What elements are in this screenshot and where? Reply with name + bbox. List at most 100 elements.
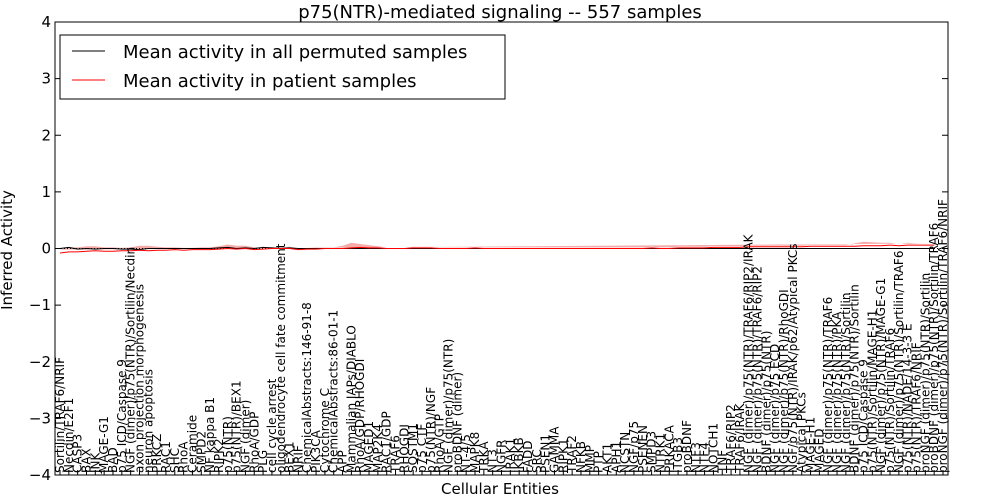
- x-tick-label: axon projection morphogenesis: [133, 284, 147, 473]
- x-tick-label: RAC1/GDP: [380, 411, 394, 473]
- y-tick-label: 0: [41, 240, 51, 258]
- x-tick-label: RHOGDI: [397, 424, 411, 473]
- y-tick-label: 4: [41, 13, 51, 31]
- x-tick-label: p75 ICD/Caspase 9: [857, 359, 871, 473]
- x-tick-label: RIPK2: [212, 438, 226, 473]
- x-tick-label: AKT1: [601, 443, 615, 473]
- x-tick-label: NGF (dimer)/p75(NTR)/Sortilin: [839, 293, 853, 474]
- x-tick-label: p75(NTR)/Sortilin/MAGE-H1: [865, 310, 879, 473]
- x-tick-label: PSEN1: [539, 434, 553, 473]
- legend-entry-patient: Mean activity in patient samples: [123, 71, 417, 92]
- x-tick-label: IKBKB: [512, 437, 526, 473]
- x-tick-label: p75 ICD/Caspase 9: [115, 359, 129, 473]
- x-tick-label: FADD: [521, 441, 535, 474]
- x-tick-label: p75 CTF: [415, 424, 429, 473]
- x-tick-label: NGF (dimer): [238, 400, 252, 473]
- x-tick-label: JNK: [88, 451, 102, 474]
- x-tick-label: Atypical PKCs: [795, 392, 809, 473]
- x-tick-label: p75(NTR): [221, 416, 235, 473]
- x-tick-label: APP: [336, 450, 350, 473]
- y-tick-label: −2: [29, 353, 51, 371]
- x-tick-label: TRAF6/RIP2: [724, 404, 738, 474]
- x-tick-label: TRAF6: [389, 435, 403, 474]
- x-tick-label: MAPK8: [468, 432, 482, 473]
- x-tick-label: Ceramide: [185, 415, 199, 473]
- x-tick-label: p75(NTR)/TRAF6/NRIF: [910, 342, 924, 473]
- x-tick-label: proBDNF: [680, 420, 694, 473]
- x-tick-label: ITGB3: [671, 437, 685, 473]
- x-tick-label: proBDNF (dimer): [450, 372, 464, 473]
- x-tick-label: NFKB: [574, 441, 588, 473]
- x-tick-label: RAC1: [159, 441, 173, 473]
- x-tick-label: MMP: [583, 445, 597, 473]
- x-tick-label: TRAF6/IRAK: [733, 402, 747, 474]
- x-tick-label: proBDNF (dimer)/p75(NTR)/Sortilin/TRAF6: [927, 223, 941, 473]
- y-tick-layer: −4 −3 −2 −1 0 1 2 3 4: [29, 13, 948, 484]
- x-tick-label: proNGF (dimer)/p75(NTR)/Sortilin: [918, 273, 932, 473]
- x-tick-label: IRAK1: [503, 438, 517, 473]
- x-tick-label: MAP2K4: [371, 424, 385, 473]
- x-tick-label: MAGED1: [362, 421, 376, 473]
- x-tick-label: Mammalian IAPs/DIABLO: [344, 325, 358, 473]
- x-tick-label: SMPD2: [194, 431, 208, 473]
- y-tick-label: 3: [41, 70, 51, 88]
- x-tick-label: NGFR: [495, 439, 509, 473]
- x-tick-label: NOTCH1: [706, 423, 720, 473]
- x-tick-label: NT3: [486, 449, 500, 473]
- x-tick-label: p75(NTR)/NADE/14-3-3 E: [901, 323, 915, 473]
- y-tick-label: 2: [41, 126, 51, 144]
- chart-title: p75(NTR)-mediated signaling -- 557 sampl…: [298, 2, 702, 23]
- x-tick-label: NTRK1: [653, 433, 667, 473]
- x-tick-label: PTP: [592, 451, 606, 473]
- x-tick-label: APH1: [609, 441, 623, 473]
- x-tick-label: NCSTN: [618, 432, 632, 473]
- x-tick-label: NTF3: [689, 442, 703, 473]
- x-tick-layer: Sortilin/TRAF6/NRIFNecdin/E2F1CASP3BAXJN…: [53, 199, 950, 475]
- x-tick-label: ChemicalAbstracts:86-01-1: [327, 310, 341, 473]
- x-tick-label: RhoA/GDP/RHOGDI: [353, 359, 367, 473]
- y-axis-label: Inferred Activity: [0, 190, 16, 310]
- x-tick-label: PRKACA: [662, 424, 676, 473]
- patient-confidence-band: [60, 241, 935, 250]
- x-tick-label: Sortilin/TRAF6/NRIF: [53, 357, 67, 473]
- x-tick-label: PIK3CA: [309, 429, 323, 473]
- x-tick-label: TRAF2: [565, 435, 579, 474]
- x-tick-label: NGF (dimer)/p75 ECD: [768, 344, 782, 473]
- legend-entry-permuted: Mean activity in all permuted samples: [123, 42, 467, 63]
- y-tick-label: −4: [29, 466, 51, 484]
- x-tick-label: SQSTM1: [406, 423, 420, 473]
- plot-frame: [54, 21, 949, 476]
- legend-box: [59, 34, 506, 100]
- x-tick-label: SMPD3: [645, 431, 659, 473]
- x-tick-label: oligodendrocyte cell fate commitment: [274, 243, 288, 473]
- x-tick-label: NGF (dimer)/p75(NTR)/TRAF6: [821, 297, 835, 473]
- x-tick-label: proNGF (dimer)/p75(NTR)/Sortilin/TRAF6/N…: [936, 199, 950, 473]
- x-tick-label: BDNF (dimer)/p75(NTR)/Sortilin: [848, 284, 862, 473]
- x-tick-label: NGF/p75(NTR)/IRAK/p62/Atypical PKCs: [786, 243, 800, 473]
- x-tick-label: NF kappa B1: [203, 397, 217, 473]
- x-tick-label: RhoA/GDP: [247, 412, 261, 473]
- x-tick-label: BDNF (dimer)/p75(NTR): [759, 331, 773, 473]
- x-tick-label: neuron apoptosis: [141, 369, 155, 473]
- x-tick-label: MAGE-H1: [804, 417, 818, 473]
- x-tick-label: NGF (dimer)/p75(NTR)/TRAF6/RIP2: [751, 266, 765, 473]
- x-tick-label: CASP3: [71, 434, 85, 473]
- x-tick-label: p75(NTR)/Sortilin/TRAF6: [883, 328, 897, 473]
- y-tick-label: −1: [29, 296, 51, 314]
- legend[interactable]: Mean activity in all permuted samples Me…: [59, 34, 506, 100]
- x-tick-label: p75(NTR)/BEX1: [230, 380, 244, 473]
- x-tick-label: MAGED: [812, 429, 826, 473]
- series-line-layer: [59, 244, 935, 254]
- x-tick-label: cell cycle arrest: [265, 378, 279, 473]
- x-tick-label: GAMMA: [548, 426, 562, 473]
- x-tick-label: BAX: [80, 448, 94, 473]
- x-tick-label: BEX1: [283, 441, 297, 473]
- y-tick-label: −3: [29, 409, 51, 427]
- x-tick-label: NGF (dimer)/p75(NTR)/RhoGDI: [777, 289, 791, 473]
- x-tick-label: NGF/p75: [627, 421, 641, 473]
- x-tick-label: Necdin/E2F1: [62, 398, 76, 473]
- series-line-patient: [59, 244, 935, 254]
- x-tick-label: TRKA: [477, 441, 491, 474]
- x-tick-label: p75(NTR)/NGF: [424, 387, 438, 473]
